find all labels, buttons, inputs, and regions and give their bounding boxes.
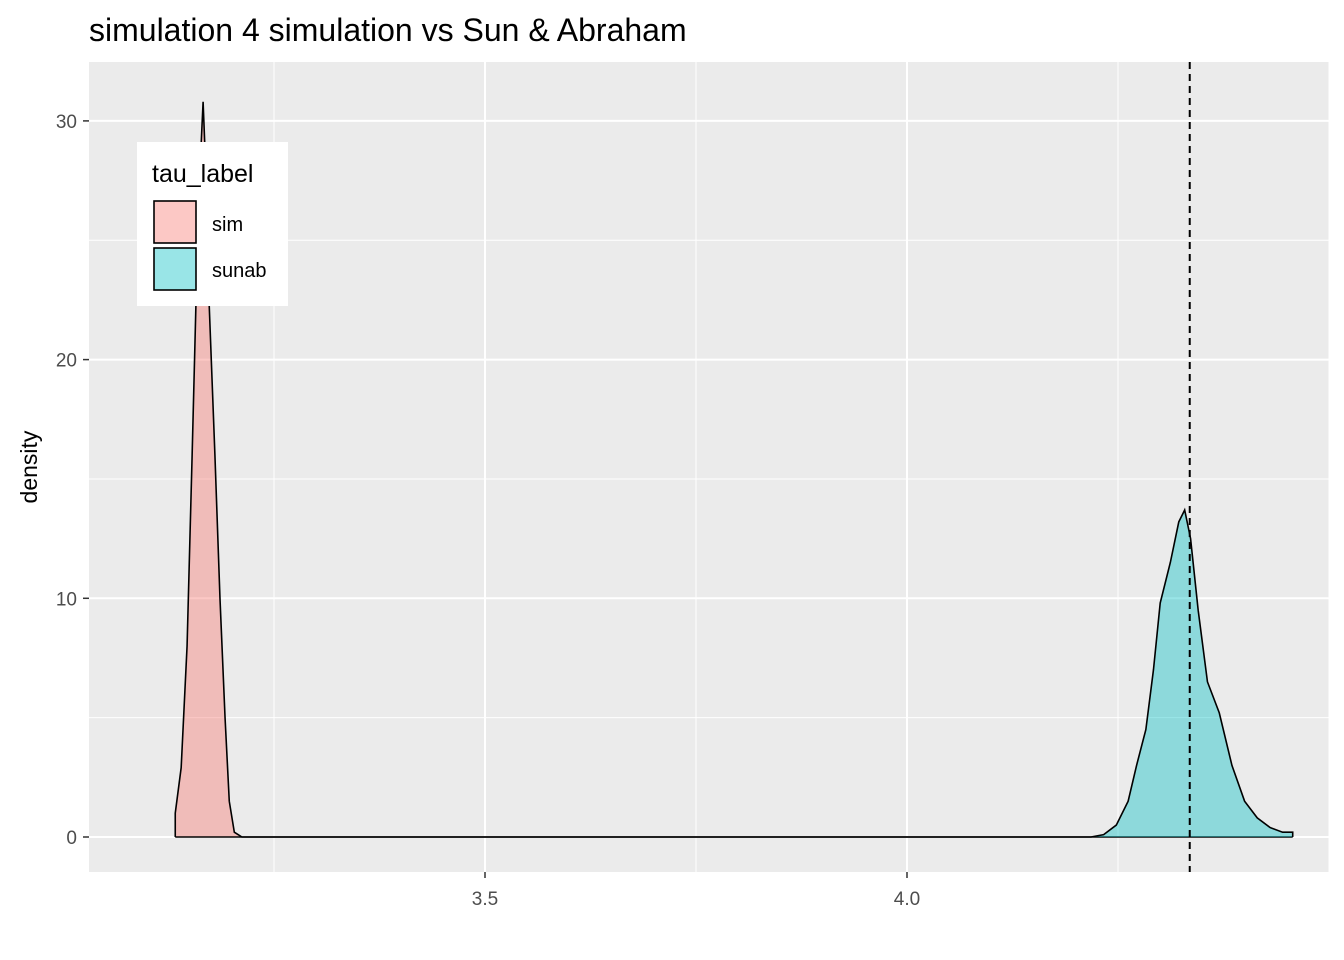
y-tick-label: 10 (56, 589, 77, 610)
x-tick-label: 4.0 (894, 889, 920, 910)
y-tick-label: 30 (56, 112, 77, 133)
density-line-sunab (175, 507, 1294, 838)
plot-panel (89, 62, 1329, 872)
legend-key-sim (153, 200, 197, 244)
y-tick-label: 20 (56, 351, 77, 372)
x-tick-label: 3.5 (472, 889, 498, 910)
legend-key-sunab (153, 247, 197, 291)
legend-background (137, 142, 288, 306)
y-axis-title: density (16, 430, 42, 503)
chart-title: simulation 4 simulation vs Sun & Abraham (89, 12, 687, 48)
legend-title: tau_label (152, 160, 253, 188)
density-area-sunab (175, 509, 1293, 837)
y-tick-label: 0 (66, 828, 77, 849)
legend-label-sim: sim (212, 214, 243, 236)
legend-label-sunab: sunab (212, 260, 267, 282)
legend: tau_label sim sunab (137, 142, 288, 306)
axes: 3.5 4.0 0 10 20 30 (56, 112, 920, 910)
